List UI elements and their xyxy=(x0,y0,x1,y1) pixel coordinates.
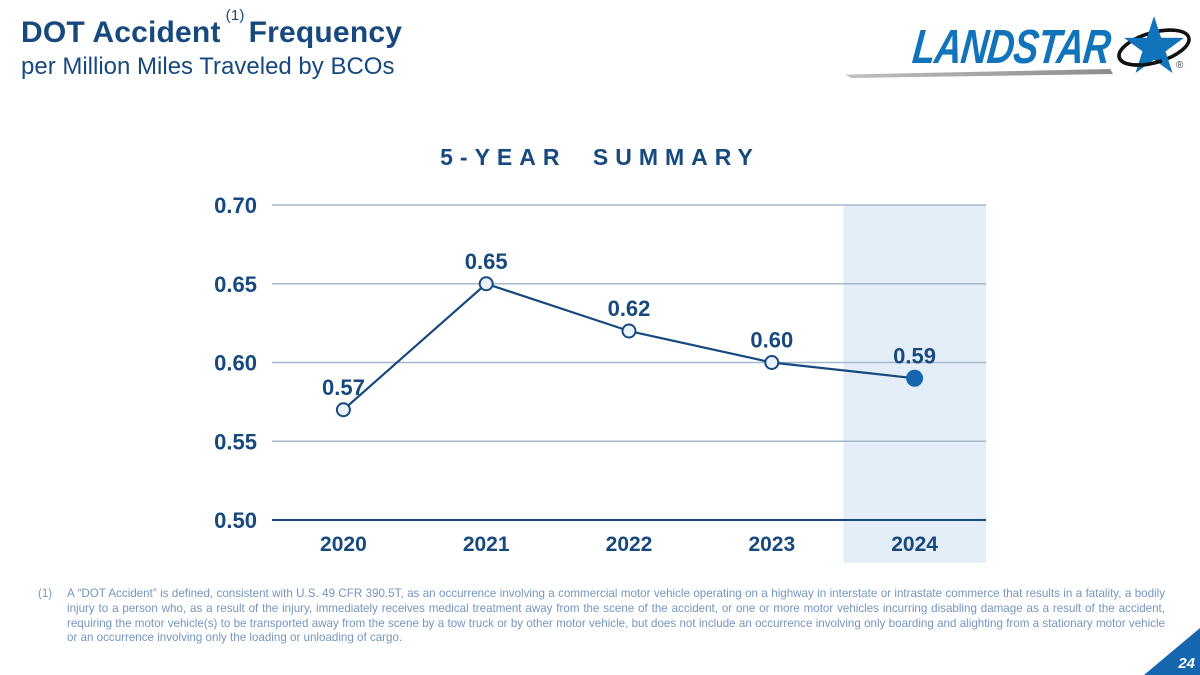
landstar-wordmark: LANDSTAR xyxy=(910,21,1113,74)
page-number: 24 xyxy=(1178,655,1195,672)
logo-swoosh xyxy=(845,69,1113,78)
registered-trademark-symbol: ® xyxy=(1176,60,1184,71)
data-label-2020: 0.57 xyxy=(322,375,365,400)
x-tick-2023: 2023 xyxy=(748,533,795,556)
landstar-star-icon xyxy=(1117,16,1191,74)
title-footnote-ref: (1) xyxy=(225,7,245,24)
title-suffix: Frequency xyxy=(248,16,403,49)
y-tick-0.50: 0.50 xyxy=(214,508,257,533)
data-label-2022: 0.62 xyxy=(608,296,651,321)
data-point-2024 xyxy=(906,369,924,387)
footnote-number: (1) xyxy=(38,587,53,600)
data-label-2024: 0.59 xyxy=(893,343,936,368)
data-point-2021 xyxy=(478,276,494,292)
title-main: DOT Accident xyxy=(21,16,221,49)
y-tick-0.65: 0.65 xyxy=(214,272,257,297)
x-tick-2021: 2021 xyxy=(463,533,510,556)
footnote-text: A “DOT Accident” is defined, consistent … xyxy=(67,587,1165,645)
chart-title: 5-YEAR SUMMARY xyxy=(440,144,760,170)
data-point-2022 xyxy=(621,323,637,339)
data-label-2021: 0.65 xyxy=(465,249,508,274)
y-tick-0.60: 0.60 xyxy=(214,351,257,376)
x-tick-2020: 2020 xyxy=(320,533,367,556)
slide-header: DOT Accident(1)Frequency per Million Mil… xyxy=(21,7,403,81)
page-title: DOT Accident(1)Frequency xyxy=(21,7,403,50)
data-point-2023 xyxy=(764,355,780,370)
footnote: (1) A “DOT Accident” is defined, consist… xyxy=(38,587,1165,646)
series-line xyxy=(342,282,915,411)
x-tick-2022: 2022 xyxy=(606,533,653,556)
y-tick-0.70: 0.70 xyxy=(214,193,257,218)
highlight-band-2024 xyxy=(843,205,986,563)
data-point-2020 xyxy=(335,402,351,418)
data-label-2023: 0.60 xyxy=(750,328,793,353)
x-tick-2024: 2024 xyxy=(891,533,938,556)
y-tick-0.55: 0.55 xyxy=(214,429,257,454)
page-subtitle: per Million Miles Traveled by BCOs xyxy=(21,53,395,80)
